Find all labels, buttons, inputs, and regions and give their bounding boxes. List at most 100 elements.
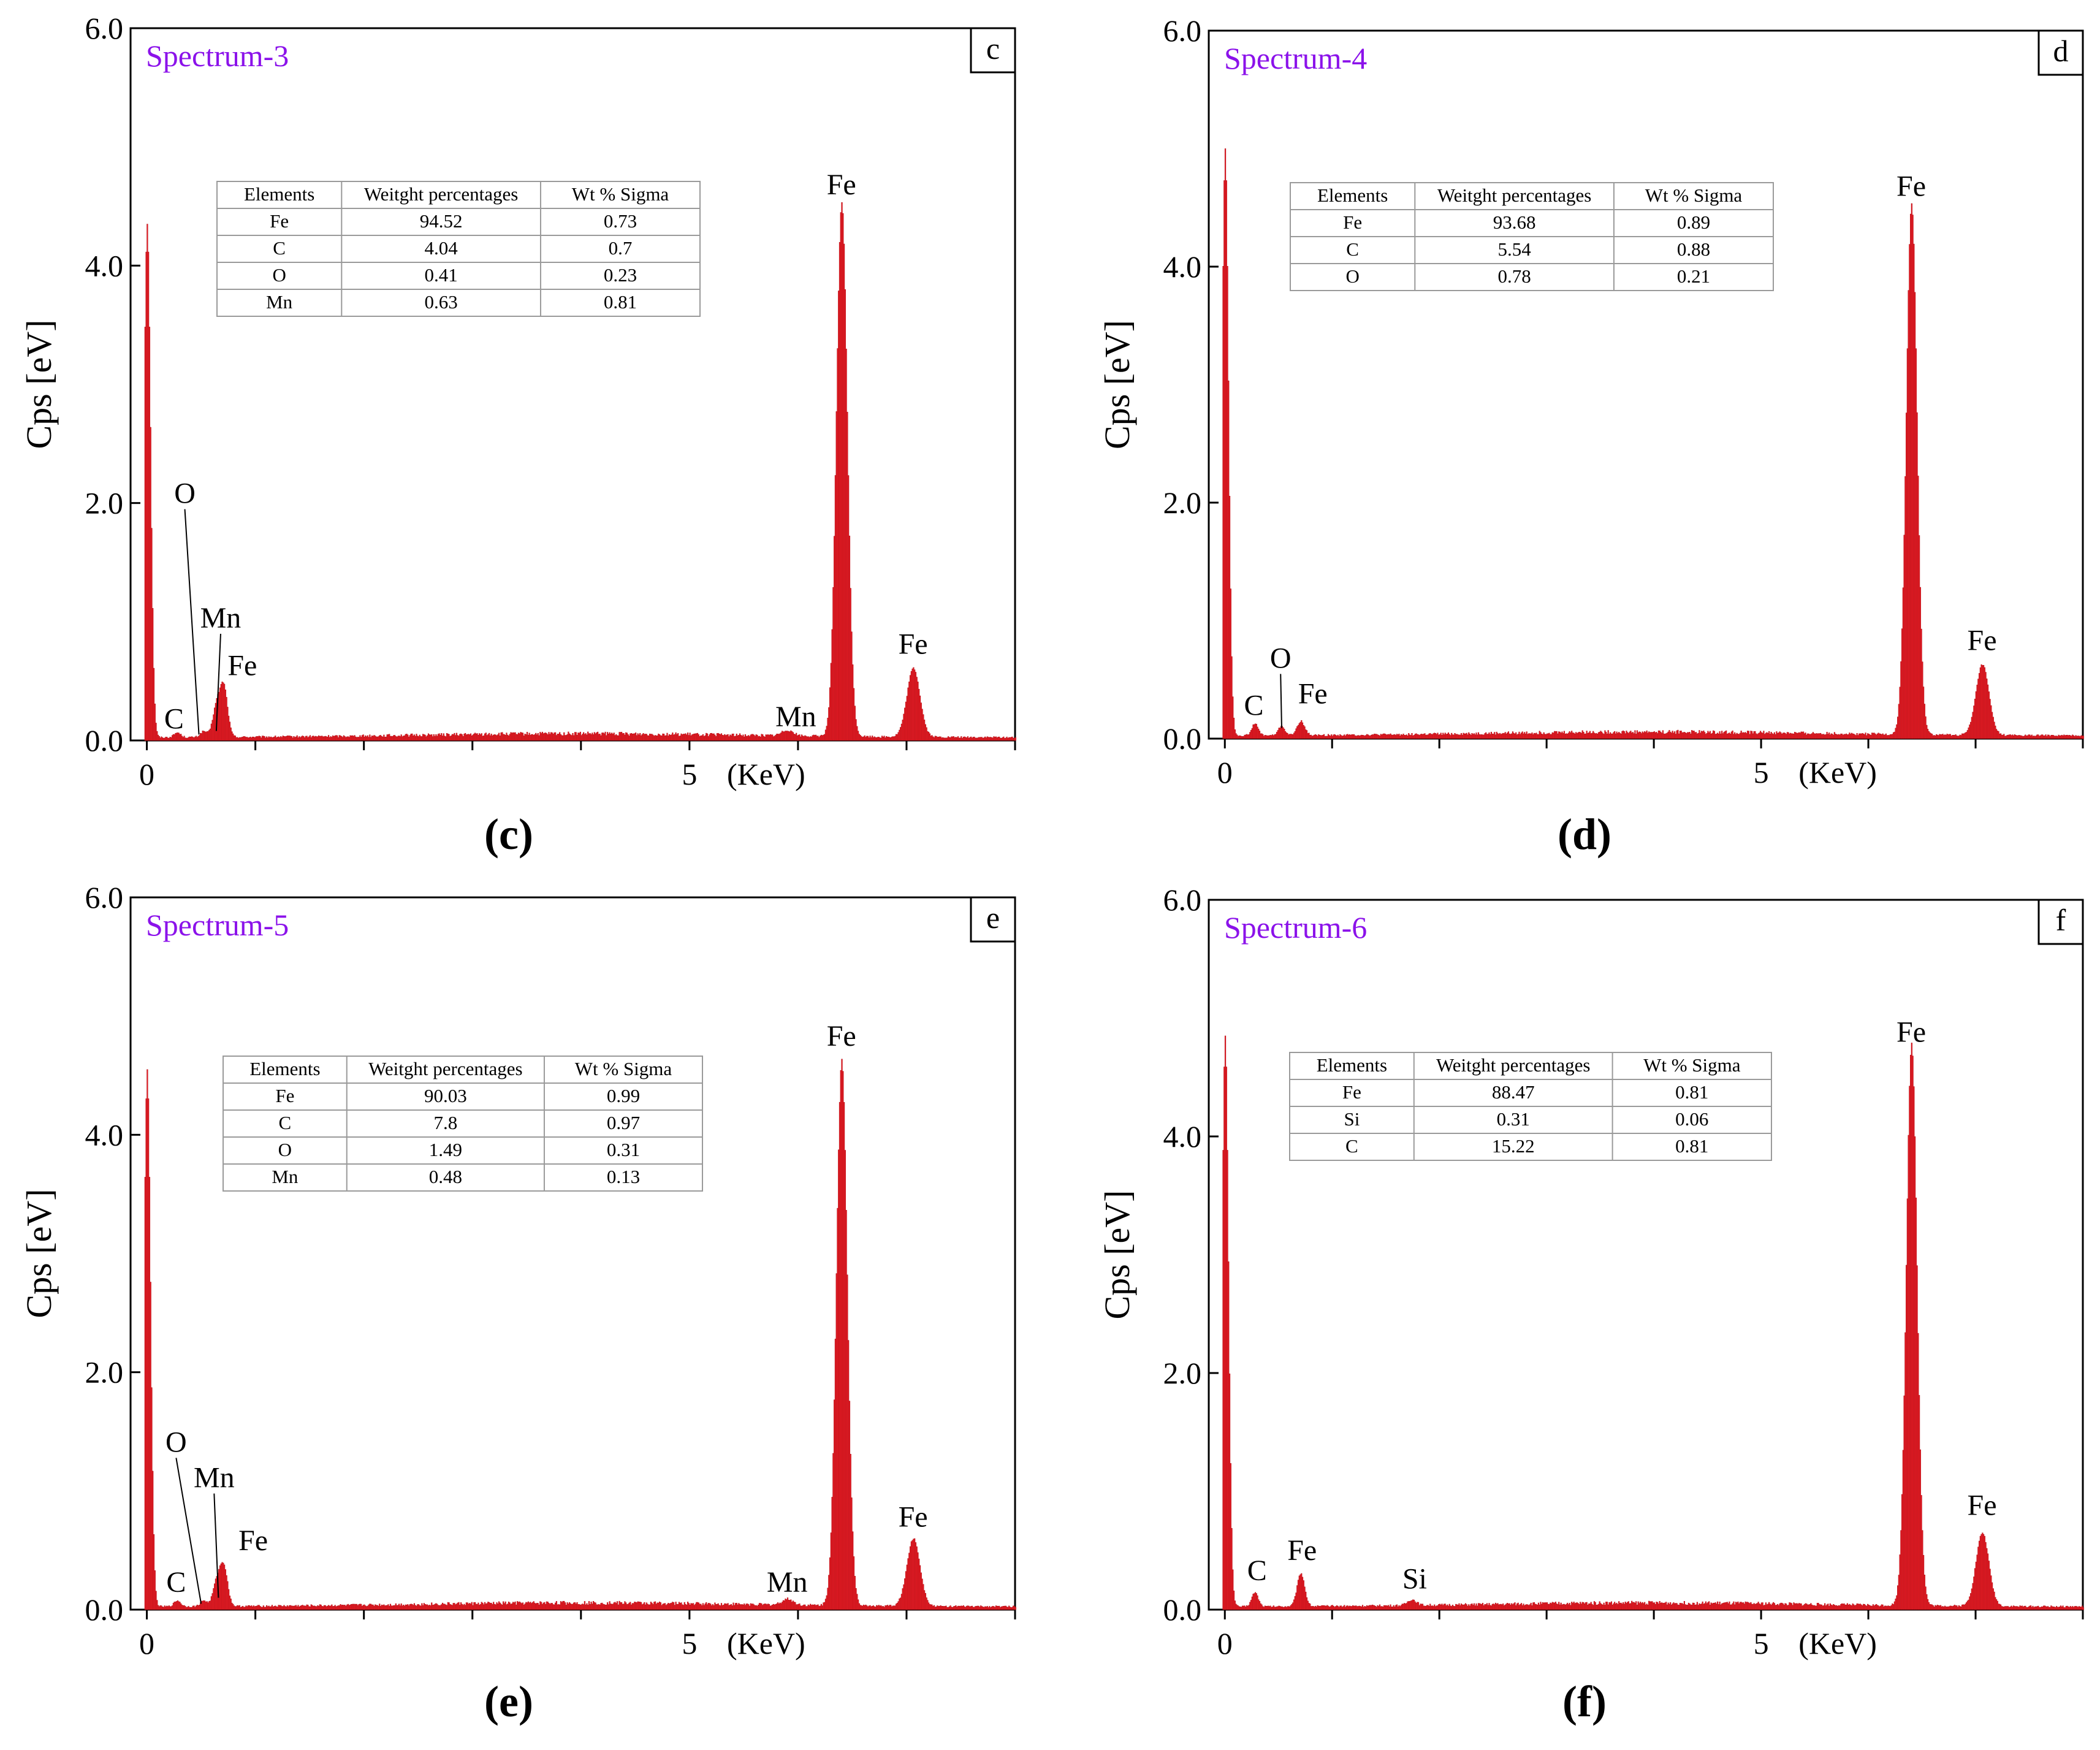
spectrum-bar [2068,1607,2071,1610]
y-tick-label: 6.0 [1163,13,1202,48]
spectrum-bar [427,733,430,741]
spectrum-bar [1805,732,1806,739]
spectrum-bar [1398,734,1400,739]
spectrum-bar [1383,733,1385,739]
spectrum-bar [2019,1605,2021,1610]
spectrum-bar [178,1601,180,1610]
spectrum-bar [1003,1605,1005,1610]
spectrum-bar [1932,1605,1934,1610]
spectrum-bar [1594,1602,1596,1610]
spectrum-bar [389,734,390,741]
spectrum-bar [934,736,936,741]
spectrum-bar [1009,1607,1011,1610]
spectrum-bar [1345,734,1347,739]
spectrum-bar [2053,736,2055,739]
spectrum-bar [1779,731,1781,739]
spectrum-bar [232,733,234,741]
spectrum-bar [1833,732,1835,739]
spectrum-bar [954,1606,956,1610]
spectrum-bar [373,1605,375,1610]
x-tick-label: 5 [1754,1626,1769,1661]
spectrum-bar [294,1605,296,1610]
spectrum-bar [1350,734,1352,739]
spectrum-bar [307,1605,309,1610]
spectrum-bar [497,1604,499,1610]
spectrum-bar [707,736,709,741]
spectrum-bar [1753,731,1755,739]
spectrum-bar [1640,1602,1642,1610]
spectrum-bar [210,1596,212,1610]
spectrum-bar [1297,725,1299,739]
spectrum-bar [1914,292,1916,739]
spectrum-bar [761,734,763,741]
spectrum-bar [1542,734,1544,739]
spectrum-bar [151,528,153,741]
spectrum-bar [279,1605,281,1610]
spectrum-bar [1360,735,1361,739]
spectrum-bar [1366,1605,1368,1610]
spectrum-bar [1760,731,1762,739]
spectrum-bar [375,736,378,741]
spectrum-bar [278,736,280,741]
spectrum-bar [656,735,658,741]
spectrum-bar [569,734,572,741]
spectrum-bar [1590,733,1592,739]
panel-letter: f [2056,903,2066,937]
spectrum-bar [509,1602,511,1610]
spectrum-bar [1812,732,1814,739]
spectrum-bar [1572,1603,1574,1610]
spectrum-bar [1683,732,1686,739]
spectrum-bar [363,736,365,741]
spectrum-bar [493,734,496,741]
spectrum-bar [1451,732,1453,739]
spectrum-bar [241,737,243,741]
spectrum-bar [1928,731,1930,739]
spectrum-bar [666,732,668,741]
spectrum-bar [281,1606,283,1610]
spectrum-bar [1312,1606,1314,1610]
spectrum-bar [162,1607,164,1610]
spectrum-bar [1959,734,1961,739]
spectrum-bar [2078,1606,2080,1610]
spectrum-bar [1421,1604,1423,1610]
spectrum-bar [324,1605,326,1610]
spectrum-bar [1413,1599,1415,1610]
spectrum-bar [1464,733,1467,739]
spectrum-bar [1448,734,1450,739]
spectrum-bar [473,733,475,741]
spectrum-bar [1660,731,1662,739]
spectrum-bar [493,1604,496,1610]
spectrum-bar [930,736,932,741]
spectrum-bar [793,734,795,741]
spectrum-bar [327,1605,329,1610]
spectrum-bar [492,735,493,741]
spectrum-bar [1412,1599,1414,1610]
spectrum-bar [266,736,268,741]
spectrum-bar [455,1604,457,1610]
spectrum-bar [1984,667,1985,739]
spectrum-bar [933,737,935,741]
spectrum-bar [2039,735,2041,739]
spectrum-bar [964,1606,965,1610]
spectrum-bar [731,1605,733,1610]
table-cell: 94.52 [420,210,463,232]
spectrum-bar [406,734,408,741]
spectrum-bar [713,733,715,741]
spectrum-bar [305,736,306,741]
spectrum-bar [662,733,664,741]
spectrum-bar [1643,1603,1645,1610]
spectrum-bar [961,736,962,741]
spectrum-bar [483,1604,485,1610]
spectrum-bar [1826,732,1828,739]
spectrum-bar [796,735,799,741]
spectrum-bar [1889,1605,1890,1610]
spectrum-bar [785,1599,786,1610]
spectrum-bar [557,1604,558,1610]
spectrum-bar [1960,735,1962,739]
spectrum-bar [561,1602,563,1610]
spectrum-bar [1697,732,1699,739]
spectrum-bar [618,732,620,741]
spectrum-bar [534,734,536,741]
spectrum-bar [952,736,954,741]
spectrum-bar [689,732,691,741]
